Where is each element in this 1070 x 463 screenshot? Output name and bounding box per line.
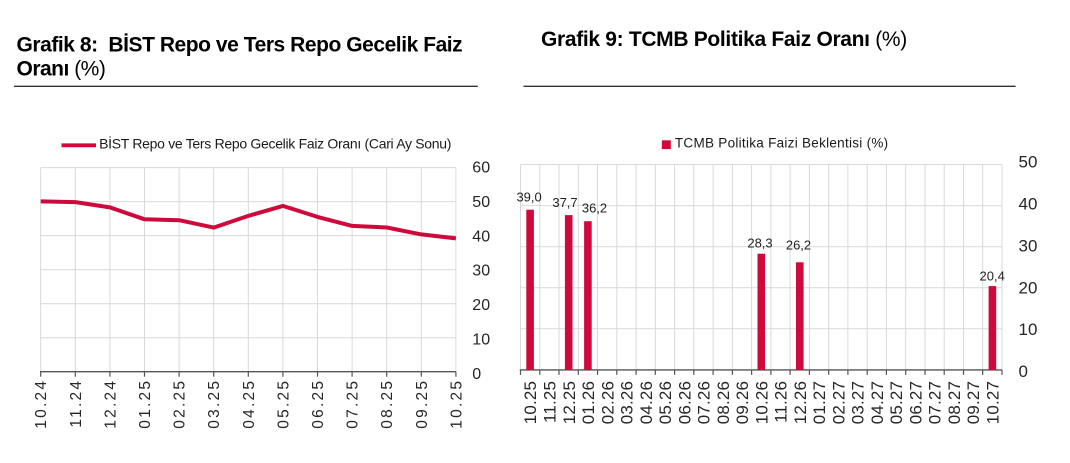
svg-text:40: 40 <box>1019 195 1038 214</box>
svg-text:01.27: 01.27 <box>810 381 829 424</box>
svg-text:50: 50 <box>1019 153 1038 172</box>
svg-text:07.25: 07.25 <box>345 379 362 429</box>
svg-text:02.27: 02.27 <box>829 381 848 424</box>
svg-text:12.25: 12.25 <box>560 381 579 424</box>
svg-text:30: 30 <box>472 263 490 280</box>
svg-text:28,3: 28,3 <box>747 236 772 251</box>
svg-text:05.27: 05.27 <box>887 381 906 424</box>
svg-text:10.24: 10.24 <box>33 379 50 429</box>
svg-text:39,0: 39,0 <box>516 190 541 205</box>
svg-text:07.26: 07.26 <box>695 381 714 424</box>
svg-text:40: 40 <box>472 228 490 245</box>
svg-text:10: 10 <box>1019 320 1038 339</box>
svg-text:26,2: 26,2 <box>786 237 811 252</box>
svg-text:07.27: 07.27 <box>926 381 945 424</box>
svg-text:01.25: 01.25 <box>137 379 154 429</box>
svg-text:09.25: 09.25 <box>414 379 431 429</box>
svg-text:10: 10 <box>472 332 490 349</box>
svg-text:09.27: 09.27 <box>964 381 983 424</box>
svg-text:10.25: 10.25 <box>448 379 465 429</box>
svg-text:02.25: 02.25 <box>172 379 189 429</box>
svg-text:10.26: 10.26 <box>752 381 771 424</box>
svg-text:20: 20 <box>472 297 490 314</box>
svg-text:12.26: 12.26 <box>791 381 810 424</box>
svg-text:02.26: 02.26 <box>598 381 617 424</box>
svg-text:08.26: 08.26 <box>714 381 733 424</box>
svg-text:08.27: 08.27 <box>945 381 964 424</box>
svg-text:06.27: 06.27 <box>906 381 925 424</box>
svg-text:36,2: 36,2 <box>582 201 607 216</box>
svg-text:0: 0 <box>472 366 481 383</box>
svg-text:04.27: 04.27 <box>868 381 887 424</box>
svg-text:03.25: 03.25 <box>206 379 223 429</box>
svg-text:11.25: 11.25 <box>541 381 560 423</box>
svg-text:04.26: 04.26 <box>637 381 656 424</box>
svg-text:10.27: 10.27 <box>984 381 1003 424</box>
svg-text:20,4: 20,4 <box>980 268 1005 283</box>
svg-text:11.24: 11.24 <box>68 379 85 428</box>
svg-text:06.26: 06.26 <box>675 381 694 424</box>
svg-text:Oranı (%): Oranı (%) <box>17 58 106 81</box>
svg-text:TCMB Politika Faizi Beklentisi: TCMB Politika Faizi Beklentisi (%) <box>675 135 889 150</box>
svg-text:10.25: 10.25 <box>521 381 540 424</box>
svg-text:05.25: 05.25 <box>275 379 292 429</box>
svg-text:20: 20 <box>1019 278 1038 297</box>
svg-text:Grafik 9: TCMB Politika Faiz O: Grafik 9: TCMB Politika Faiz Oranı (%) <box>541 28 907 51</box>
svg-text:50: 50 <box>472 194 490 211</box>
svg-text:09.26: 09.26 <box>733 381 752 424</box>
svg-text:08.25: 08.25 <box>379 379 396 429</box>
svg-text:0: 0 <box>1019 362 1028 381</box>
svg-text:04.25: 04.25 <box>241 379 258 429</box>
svg-text:01.26: 01.26 <box>579 381 598 424</box>
svg-text:03.27: 03.27 <box>849 381 868 424</box>
svg-text:BİST Repo ve Ters Repo Gecelik: BİST Repo ve Ters Repo Gecelik Faiz Oran… <box>99 134 451 151</box>
svg-text:12.24: 12.24 <box>102 379 119 429</box>
svg-text:05.26: 05.26 <box>656 381 675 424</box>
svg-text:03.26: 03.26 <box>618 381 637 424</box>
svg-text:60: 60 <box>472 160 490 177</box>
svg-text:11.26: 11.26 <box>772 381 791 423</box>
svg-text:06.25: 06.25 <box>310 379 327 429</box>
svg-text:Grafik 8: BİST Repo ve Ters R: Grafik 8: BİST Repo ve Ters Repo Gecelik… <box>17 34 463 57</box>
svg-text:37,7: 37,7 <box>552 195 577 210</box>
svg-text:30: 30 <box>1019 236 1038 255</box>
